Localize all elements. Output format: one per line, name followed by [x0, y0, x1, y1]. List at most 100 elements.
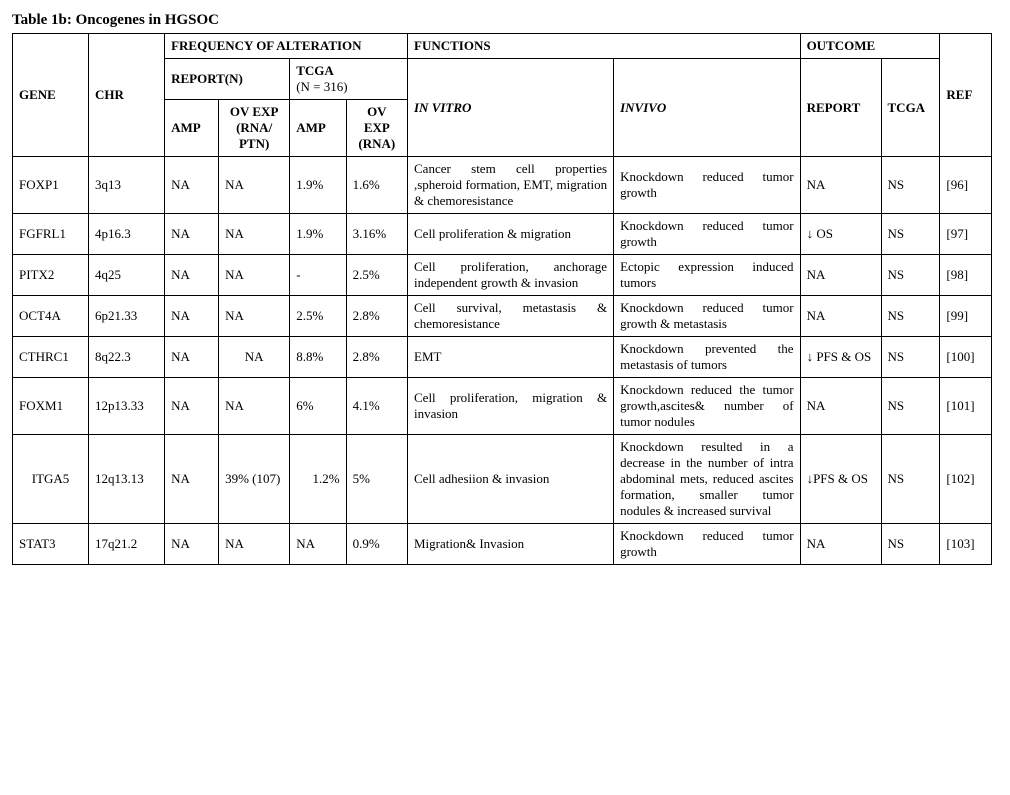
cell-tcga-amp: 2.5% [290, 296, 346, 337]
cell-ref: [98] [940, 255, 992, 296]
hdr-report: REPORT(N) [165, 59, 290, 100]
cell-tcga-ovexp: 2.8% [346, 296, 407, 337]
cell-gene: ITGA5 [13, 435, 89, 524]
hdr-invitro: IN VITRO [408, 59, 614, 157]
cell-tcga-ovexp: 4.1% [346, 378, 407, 435]
cell-report-ovexp: NA [219, 524, 290, 565]
cell-gene: FOXM1 [13, 378, 89, 435]
cell-report-ovexp: NA [219, 255, 290, 296]
table-row: STAT317q21.2NANANA0.9%Migration& Invasio… [13, 524, 992, 565]
cell-ref: [97] [940, 214, 992, 255]
cell-invivo: Knockdown reduced tumor growth [614, 524, 800, 565]
cell-tcga-amp: 6% [290, 378, 346, 435]
cell-tcga-ovexp: 2.5% [346, 255, 407, 296]
hdr-outcome-report: REPORT [800, 59, 881, 157]
cell-outcome-report: NA [800, 296, 881, 337]
table-header: GENE CHR FREQUENCY OF ALTERATION FUNCTIO… [13, 34, 992, 157]
hdr-ref: REF [940, 34, 992, 157]
cell-outcome-tcga: NS [881, 337, 940, 378]
cell-invivo: Knockdown resulted in a decrease in the … [614, 435, 800, 524]
cell-report-ovexp: NA [219, 296, 290, 337]
cell-tcga-ovexp: 5% [346, 435, 407, 524]
cell-report-amp: NA [165, 337, 219, 378]
cell-tcga-amp: 8.8% [290, 337, 346, 378]
cell-outcome-report: NA [800, 255, 881, 296]
cell-invivo: Knockdown reduced the tumor growth,ascit… [614, 378, 800, 435]
table-row: ITGA512q13.13NA39% (107)1.2%5%Cell adhes… [13, 435, 992, 524]
cell-invivo: Ectopic expression induced tumors [614, 255, 800, 296]
cell-invitro: Cell adhesiion & invasion [408, 435, 614, 524]
cell-report-amp: NA [165, 214, 219, 255]
cell-outcome-report: NA [800, 157, 881, 214]
cell-chr: 4q25 [89, 255, 165, 296]
hdr-outcome-tcga: TCGA [881, 59, 940, 157]
cell-outcome-tcga: NS [881, 435, 940, 524]
cell-tcga-ovexp: 3.16% [346, 214, 407, 255]
cell-outcome-report: ↓PFS & OS [800, 435, 881, 524]
cell-report-amp: NA [165, 296, 219, 337]
cell-ref: [101] [940, 378, 992, 435]
cell-report-amp: NA [165, 435, 219, 524]
table-row: FOXM112p13.33NANA6%4.1%Cell proliferatio… [13, 378, 992, 435]
hdr-tcga-n: (N = 316) [296, 79, 347, 94]
hdr-tcga: TCGA (N = 316) [290, 59, 408, 100]
table-row: CTHRC18q22.3NANA8.8%2.8%EMTKnockdown pre… [13, 337, 992, 378]
cell-invitro: EMT [408, 337, 614, 378]
cell-outcome-tcga: NS [881, 296, 940, 337]
table-body: FOXP13q13NANA1.9%1.6%Cancer stem cell pr… [13, 157, 992, 565]
cell-outcome-report: NA [800, 524, 881, 565]
cell-report-amp: NA [165, 157, 219, 214]
cell-tcga-amp: 1.9% [290, 214, 346, 255]
cell-report-amp: NA [165, 524, 219, 565]
cell-invitro: Migration& Invasion [408, 524, 614, 565]
cell-outcome-tcga: NS [881, 524, 940, 565]
cell-outcome-tcga: NS [881, 157, 940, 214]
cell-tcga-ovexp: 0.9% [346, 524, 407, 565]
cell-tcga-ovexp: 1.6% [346, 157, 407, 214]
cell-report-ovexp: 39% (107) [219, 435, 290, 524]
cell-tcga-amp: 1.9% [290, 157, 346, 214]
cell-ref: [96] [940, 157, 992, 214]
table-row: FGFRL14p16.3NANA1.9%3.16%Cell proliferat… [13, 214, 992, 255]
cell-report-ovexp: NA [219, 214, 290, 255]
hdr-gene: GENE [13, 34, 89, 157]
cell-outcome-report: ↓ OS [800, 214, 881, 255]
table-row: FOXP13q13NANA1.9%1.6%Cancer stem cell pr… [13, 157, 992, 214]
cell-invivo: Knockdown reduced tumor growth & metasta… [614, 296, 800, 337]
cell-outcome-report: ↓ PFS & OS [800, 337, 881, 378]
cell-report-ovexp: NA [219, 337, 290, 378]
cell-tcga-amp: - [290, 255, 346, 296]
cell-report-amp: NA [165, 255, 219, 296]
cell-outcome-report: NA [800, 378, 881, 435]
hdr-invivo: INVIVO [614, 59, 800, 157]
cell-invitro: Cancer stem cell properties ,spheroid fo… [408, 157, 614, 214]
cell-gene: FGFRL1 [13, 214, 89, 255]
cell-tcga-amp: 1.2% [290, 435, 346, 524]
cell-invitro: Cell proliferation & migration [408, 214, 614, 255]
cell-outcome-tcga: NS [881, 214, 940, 255]
cell-invitro: Cell proliferation, anchorage independen… [408, 255, 614, 296]
table-row: PITX24q25NANA-2.5%Cell proliferation, an… [13, 255, 992, 296]
cell-chr: 4p16.3 [89, 214, 165, 255]
hdr-tcga-label: TCGA [296, 63, 334, 78]
cell-report-ovexp: NA [219, 157, 290, 214]
cell-invivo: Knockdown reduced tumor growth [614, 157, 800, 214]
cell-ref: [100] [940, 337, 992, 378]
cell-chr: 6p21.33 [89, 296, 165, 337]
cell-gene: PITX2 [13, 255, 89, 296]
cell-gene: STAT3 [13, 524, 89, 565]
cell-chr: 12p13.33 [89, 378, 165, 435]
hdr-func: FUNCTIONS [408, 34, 801, 59]
cell-outcome-tcga: NS [881, 378, 940, 435]
cell-gene: OCT4A [13, 296, 89, 337]
table-row: OCT4A6p21.33NANA2.5%2.8%Cell survival, m… [13, 296, 992, 337]
cell-invitro: Cell proliferation, migration & invasion [408, 378, 614, 435]
cell-chr: 8q22.3 [89, 337, 165, 378]
hdr-report-amp: AMP [165, 100, 219, 157]
oncogenes-table: GENE CHR FREQUENCY OF ALTERATION FUNCTIO… [12, 33, 992, 565]
hdr-chr: CHR [89, 34, 165, 157]
cell-chr: 17q21.2 [89, 524, 165, 565]
cell-invivo: Knockdown reduced tumor growth [614, 214, 800, 255]
cell-gene: CTHRC1 [13, 337, 89, 378]
hdr-tcga-amp: AMP [290, 100, 346, 157]
